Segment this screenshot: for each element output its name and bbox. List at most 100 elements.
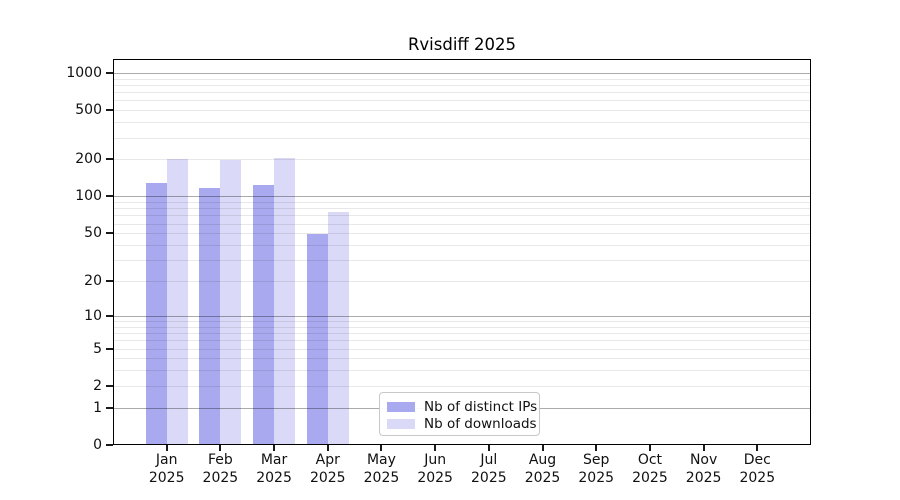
y-tick-200 bbox=[106, 158, 113, 161]
gridline-minor-800 bbox=[113, 84, 811, 86]
y-tick-label-200: 200 bbox=[75, 151, 102, 168]
y-tick-10 bbox=[106, 314, 113, 317]
x-tick-mar bbox=[273, 445, 276, 451]
x-tick-label-year: 2025 bbox=[417, 469, 453, 486]
y-tick-5 bbox=[106, 347, 113, 350]
x-tick-label-year: 2025 bbox=[202, 469, 239, 486]
gridline-minor-8 bbox=[113, 326, 811, 328]
x-tick-nov bbox=[702, 445, 705, 451]
y-tick-2 bbox=[106, 384, 113, 387]
x-tick-label-may: May 2025 bbox=[339, 452, 423, 487]
x-tick-label-year: 2025 bbox=[578, 469, 615, 486]
chart-title: Rvisdiff 2025 bbox=[407, 35, 517, 54]
bar-downloads-jan bbox=[166, 159, 188, 445]
x-tick-label-month: Nov bbox=[689, 452, 718, 468]
x-tick-label-oct: Oct 2025 bbox=[608, 452, 692, 487]
gridline-major-1000 bbox=[113, 72, 811, 74]
y-tick-label-500: 500 bbox=[75, 102, 102, 119]
y-tick-20 bbox=[106, 280, 113, 283]
x-tick-label-month: Aug bbox=[528, 452, 557, 468]
gridline-minor-2 bbox=[113, 385, 811, 387]
legend-item-downloads: Nb of downloads bbox=[387, 415, 537, 432]
legend-swatch-distinct-ips bbox=[387, 401, 415, 412]
y-tick-label-1000: 1000 bbox=[66, 64, 102, 81]
gridline-minor-300 bbox=[113, 137, 811, 139]
x-tick-label-month: May bbox=[366, 452, 396, 468]
gridline-minor-80 bbox=[113, 208, 811, 210]
gridline-minor-5 bbox=[113, 348, 811, 350]
x-tick-oct bbox=[648, 445, 651, 451]
y-tick-label-100: 100 bbox=[75, 188, 102, 205]
gridline-minor-6 bbox=[113, 340, 811, 342]
x-tick-label-sep: Sep 2025 bbox=[554, 452, 638, 487]
y-tick-label-10: 10 bbox=[84, 307, 102, 324]
x-tick-label-nov: Nov 2025 bbox=[662, 452, 746, 487]
plot-area bbox=[113, 59, 811, 445]
y-tick-0 bbox=[106, 444, 113, 446]
x-tick-label-year: 2025 bbox=[685, 469, 722, 486]
x-tick-feb bbox=[219, 445, 222, 451]
y-tick-1000 bbox=[106, 71, 113, 74]
x-tick-label-year: 2025 bbox=[256, 469, 292, 486]
gridline-minor-60 bbox=[113, 223, 811, 225]
y-tick-50 bbox=[106, 232, 113, 235]
gridline-minor-70 bbox=[113, 215, 811, 217]
x-tick-label-month: Jan bbox=[155, 452, 178, 468]
x-tick-label-aug: Aug 2025 bbox=[501, 452, 585, 487]
gridline-minor-40 bbox=[113, 245, 811, 246]
x-tick-label-feb: Feb 2025 bbox=[178, 452, 262, 487]
x-tick-label-mar: Mar 2025 bbox=[232, 452, 316, 487]
x-tick-label-jun: Jun 2025 bbox=[393, 452, 477, 487]
x-tick-label-year: 2025 bbox=[309, 469, 346, 486]
x-tick-label-year: 2025 bbox=[524, 469, 561, 486]
y-tick-label-1: 1 bbox=[93, 399, 102, 416]
gridline-minor-30 bbox=[113, 260, 811, 262]
x-tick-dec bbox=[756, 445, 759, 451]
legend: Nb of distinct IPs Nb of downloads bbox=[379, 392, 540, 436]
bar-distinct-ips-feb bbox=[199, 187, 221, 445]
y-tick-label-0: 0 bbox=[93, 437, 102, 453]
x-tick-jul bbox=[487, 445, 490, 451]
x-tick-label-year: 2025 bbox=[632, 469, 668, 486]
x-tick-label-year: 2025 bbox=[471, 469, 507, 486]
x-tick-may bbox=[380, 445, 383, 451]
gridline-minor-50 bbox=[113, 233, 811, 235]
gridline-minor-500 bbox=[113, 110, 811, 112]
gridline-minor-900 bbox=[113, 78, 811, 80]
x-tick-label-month: Jun bbox=[424, 452, 447, 468]
x-tick-label-month: Dec bbox=[743, 452, 771, 468]
gridline-minor-20 bbox=[113, 281, 811, 283]
legend-label-distinct-ips: Nb of distinct IPs bbox=[424, 398, 538, 415]
x-tick-aug bbox=[541, 445, 544, 451]
y-tick-label-50: 50 bbox=[84, 225, 102, 242]
gridline-minor-7 bbox=[113, 333, 811, 335]
legend-swatch-downloads bbox=[387, 418, 415, 429]
x-tick-label-jan: Jan 2025 bbox=[125, 452, 209, 487]
bar-downloads-feb bbox=[220, 160, 242, 445]
gridline-minor-400 bbox=[113, 122, 811, 124]
x-tick-label-month: Jul bbox=[480, 452, 498, 468]
x-tick-label-month: Feb bbox=[207, 452, 233, 468]
x-tick-label-month: Mar bbox=[260, 452, 288, 468]
x-tick-apr bbox=[326, 445, 329, 451]
gridline-minor-700 bbox=[113, 92, 811, 94]
gridline-minor-90 bbox=[113, 202, 811, 204]
x-tick-label-year: 2025 bbox=[739, 469, 776, 486]
gridline-minor-600 bbox=[113, 100, 811, 102]
x-tick-label-month: Sep bbox=[583, 452, 610, 468]
x-tick-label-dec: Dec 2025 bbox=[715, 452, 799, 487]
y-tick-500 bbox=[106, 109, 113, 112]
bar-distinct-ips-jan bbox=[145, 183, 167, 445]
bar-downloads-apr bbox=[327, 211, 349, 445]
gridline-minor-200 bbox=[113, 159, 811, 161]
y-tick-100 bbox=[106, 195, 113, 198]
bar-distinct-ips-mar bbox=[253, 184, 275, 445]
legend-label-downloads: Nb of downloads bbox=[424, 415, 537, 432]
y-tick-label-2: 2 bbox=[93, 377, 102, 394]
x-tick-label-year: 2025 bbox=[363, 469, 400, 486]
x-tick-label-jul: Jul 2025 bbox=[447, 452, 531, 487]
x-tick-label-month: Apr bbox=[315, 452, 340, 468]
legend-item-distinct-ips: Nb of distinct IPs bbox=[387, 398, 537, 415]
x-tick-label-apr: Apr 2025 bbox=[286, 452, 370, 487]
